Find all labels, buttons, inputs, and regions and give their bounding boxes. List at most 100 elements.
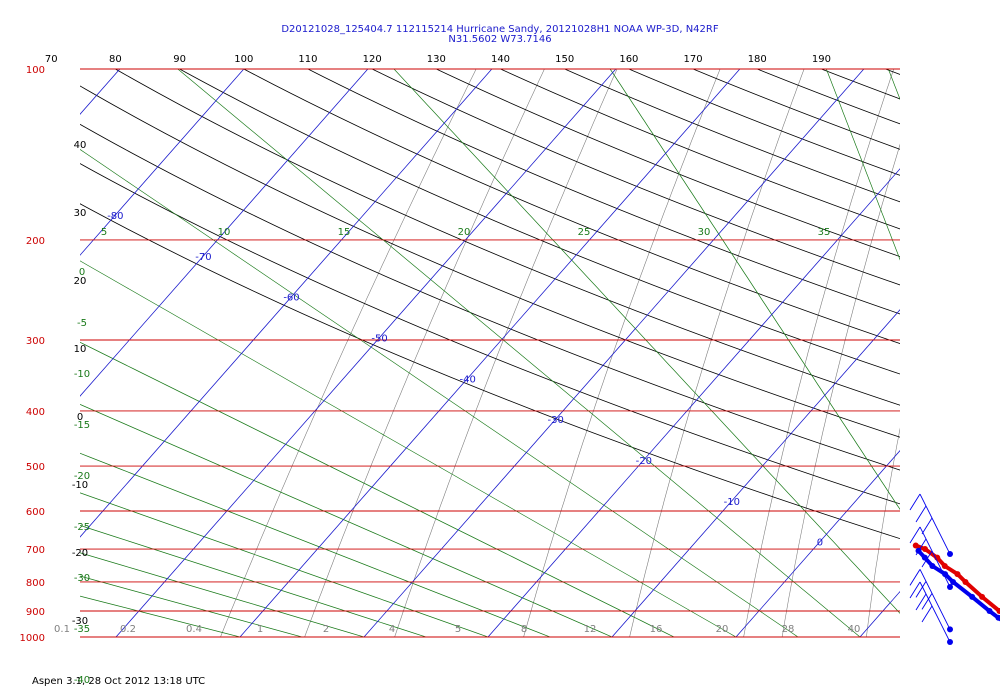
moist-adiabat-left-label: -30 bbox=[74, 573, 90, 584]
moist-adiabat-label: 5 bbox=[101, 227, 107, 238]
dry-adiabat-line bbox=[499, 69, 900, 230]
temperature-point bbox=[962, 578, 969, 585]
moist-adiabat-left-label: -10 bbox=[74, 369, 90, 380]
mixing-ratio-line bbox=[941, 49, 1000, 657]
wind-barb bbox=[909, 493, 953, 558]
moist-adiabat-left-label: -5 bbox=[77, 318, 87, 329]
moist-adiabat-label: 25 bbox=[578, 227, 591, 238]
temperature-point bbox=[996, 608, 1000, 615]
theta-top-label: 100 bbox=[234, 54, 253, 65]
theta-top-label: 90 bbox=[173, 54, 186, 65]
isotherm-line bbox=[984, 69, 1000, 637]
isotherm-label: -40 bbox=[459, 374, 475, 385]
theta-top-label: 130 bbox=[427, 54, 446, 65]
isobar-label: 400 bbox=[26, 407, 45, 418]
isotherm-line bbox=[80, 69, 493, 538]
theta-top-label: 160 bbox=[619, 54, 638, 65]
dry-adiabat-line bbox=[371, 69, 900, 286]
mixing-ratio-label: 0.4 bbox=[186, 624, 202, 635]
mixing-ratio-label: 5 bbox=[455, 624, 461, 635]
wind-barb-flag bbox=[909, 581, 921, 599]
theta-left-label: -20 bbox=[72, 548, 88, 559]
moist-adiabat-label: 35 bbox=[818, 227, 831, 238]
moist-adiabat-line bbox=[80, 575, 304, 637]
dewpoint-point bbox=[986, 608, 993, 615]
mixing-ratio-label: 4 bbox=[389, 624, 395, 635]
isotherm-label: -60 bbox=[283, 293, 299, 304]
isobar-label: 500 bbox=[26, 462, 45, 473]
mixing-ratio-line bbox=[394, 69, 618, 637]
wind-barb bbox=[909, 581, 953, 645]
dewpoint-point bbox=[942, 571, 949, 578]
dry-adiabat-line bbox=[435, 69, 900, 258]
wind-barb-staff bbox=[919, 526, 951, 588]
wind-barb-flag bbox=[921, 550, 933, 568]
isotherm-label: -30 bbox=[548, 415, 564, 426]
mixing-ratio-line bbox=[523, 69, 721, 637]
mixing-ratio-line bbox=[865, 427, 900, 637]
wind-barb-flag bbox=[921, 593, 933, 610]
isobar-label: 700 bbox=[26, 545, 45, 556]
wind-barb-flag bbox=[921, 517, 933, 535]
moist-adiabat-line bbox=[609, 69, 900, 510]
wind-barb-staff bbox=[919, 493, 951, 555]
dewpoint-point bbox=[969, 593, 976, 600]
mixing-ratio-label: 20 bbox=[716, 624, 729, 635]
wind-barb bbox=[909, 569, 953, 633]
isotherm-line bbox=[735, 450, 900, 637]
isobar-label: 200 bbox=[26, 236, 45, 247]
dewpoint-point bbox=[929, 563, 936, 570]
theta-top-label: 150 bbox=[555, 54, 574, 65]
theta-top-label: 190 bbox=[812, 54, 831, 65]
moist-adiabat-left-label: 0 bbox=[79, 267, 85, 278]
moist-adiabat-line bbox=[177, 69, 861, 637]
moist-adiabat-left-label: -35 bbox=[74, 624, 90, 635]
isotherm-label: -20 bbox=[636, 456, 652, 467]
dry-adiabat-line bbox=[178, 69, 900, 375]
mixing-ratio-label: 28 bbox=[782, 624, 795, 635]
wind-barb-flag bbox=[909, 526, 921, 544]
moist-adiabat-left-label: -25 bbox=[74, 522, 90, 533]
moist-adiabat-left-label: -15 bbox=[74, 420, 90, 431]
dry-adiabat-line bbox=[80, 203, 900, 540]
temperature-point bbox=[954, 571, 961, 578]
mixing-ratio-label: 1 bbox=[257, 624, 263, 635]
moist-adiabat-left-label: -40 bbox=[74, 675, 90, 686]
wind-barb-flag bbox=[915, 505, 927, 523]
chart-title: D20121028_125404.7 112115214 Hurricane S… bbox=[281, 24, 719, 35]
isobar-label: 1000 bbox=[20, 633, 45, 644]
chart-subtitle: N31.5602 W73.7146 bbox=[448, 34, 552, 45]
dewpoint-point bbox=[995, 614, 1000, 621]
mixing-ratio-label: 2 bbox=[323, 624, 329, 635]
moist-adiabat-line bbox=[80, 452, 551, 637]
temperature-point bbox=[922, 546, 929, 553]
theta-left-label: -30 bbox=[72, 616, 88, 627]
dry-adiabat-line bbox=[80, 123, 900, 471]
moist-adiabat-line bbox=[80, 595, 242, 637]
moist-adiabat-label: 10 bbox=[218, 227, 231, 238]
mixing-ratio-line bbox=[781, 143, 900, 637]
isobar-label: 900 bbox=[26, 607, 45, 618]
moist-adiabat-line bbox=[80, 525, 428, 637]
isobar-label: 800 bbox=[26, 578, 45, 589]
wind-barb-flag bbox=[915, 538, 927, 556]
theta-top-label: 140 bbox=[491, 54, 510, 65]
wind-barb-staff bbox=[919, 569, 951, 630]
mixing-ratio-label: 8 bbox=[521, 624, 527, 635]
wind-barb-flag bbox=[909, 569, 921, 586]
wind-barb-flag bbox=[909, 493, 921, 511]
isotherm-label: -50 bbox=[371, 333, 387, 344]
wind-barb-flag bbox=[921, 605, 933, 623]
dewpoint-point bbox=[950, 578, 957, 585]
temperature-point bbox=[912, 542, 919, 549]
mixing-ratio-label: 0.2 bbox=[120, 624, 136, 635]
dry-adiabat-line bbox=[307, 69, 900, 315]
isotherm-label: 0 bbox=[817, 538, 823, 549]
wind-barb bbox=[909, 526, 953, 590]
moist-adiabat-label: 20 bbox=[458, 227, 471, 238]
moist-adiabat-line bbox=[80, 260, 737, 637]
moist-adiabat-line bbox=[393, 69, 900, 614]
mixing-ratio-label: 0.1 bbox=[54, 624, 70, 635]
isotherm-line bbox=[611, 309, 900, 637]
